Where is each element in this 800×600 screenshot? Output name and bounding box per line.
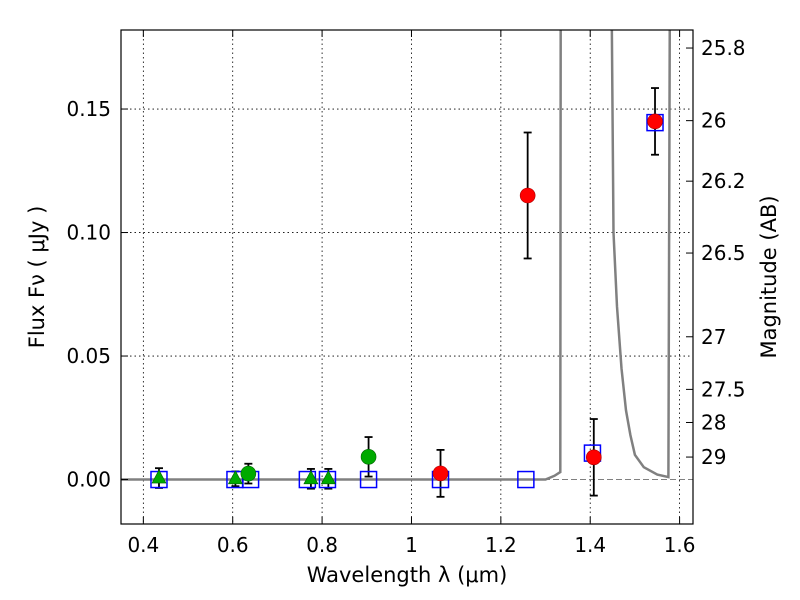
red-circle-point — [519, 187, 536, 204]
triangle-point — [303, 470, 319, 485]
x-axis-label: Wavelength λ (μm) — [307, 563, 508, 587]
green-circle-point — [360, 449, 377, 465]
y-tick-label: 0.15 — [66, 97, 111, 121]
data-points-layer — [150, 87, 664, 498]
x-tick-label: 1.4 — [574, 533, 606, 557]
ticks — [121, 30, 693, 524]
red-circle-point — [585, 449, 602, 466]
y2-tick-label: 25.8 — [701, 36, 746, 60]
x-tick-label: 1 — [405, 533, 418, 557]
triangle-point — [151, 469, 167, 484]
y2-tick-label: 26.5 — [701, 241, 746, 265]
y2-axis-label: Magnitude (AB) — [757, 195, 781, 358]
red-circle-point — [432, 465, 449, 482]
y2-tick-label: 27 — [701, 325, 726, 349]
triangle-point — [320, 470, 336, 485]
y-tick-label: 0.10 — [66, 221, 111, 245]
transmission-curve-layer — [121, 30, 693, 481]
y2-tick-label: 28 — [701, 410, 726, 434]
tick-labels: 0.4 0.6 0.8 1 1.2 1.4 1.6 0.00 0.05 0.10 0.15 25.8 2… — [66, 36, 745, 557]
red-circle-point — [647, 113, 663, 130]
model-square-point — [359, 470, 378, 489]
y2-tick-label: 29 — [701, 445, 726, 469]
green-circle-point — [240, 465, 257, 482]
x-tick-label: 0.6 — [217, 533, 249, 557]
transmission-curve — [121, 30, 671, 481]
plot-frame — [120, 29, 694, 525]
y-tick-label: 0.00 — [66, 468, 111, 492]
x-tick-label: 0.4 — [127, 533, 159, 557]
x-tick-label: 0.8 — [306, 533, 338, 557]
plot-background — [121, 30, 693, 524]
y-axis-label: Flux Fν ( μJy ) — [25, 206, 49, 349]
x-tick-label: 1.2 — [485, 533, 517, 557]
y-tick-label: 0.05 — [66, 344, 111, 368]
model-square-point — [318, 470, 337, 489]
y2-tick-label: 26.2 — [701, 169, 746, 193]
y2-tick-label: 26 — [701, 109, 726, 133]
model-square-point — [517, 470, 535, 489]
y2-tick-label: 27.5 — [701, 377, 746, 401]
triangle-point — [227, 470, 243, 485]
x-tick-label: 1.6 — [664, 533, 696, 557]
